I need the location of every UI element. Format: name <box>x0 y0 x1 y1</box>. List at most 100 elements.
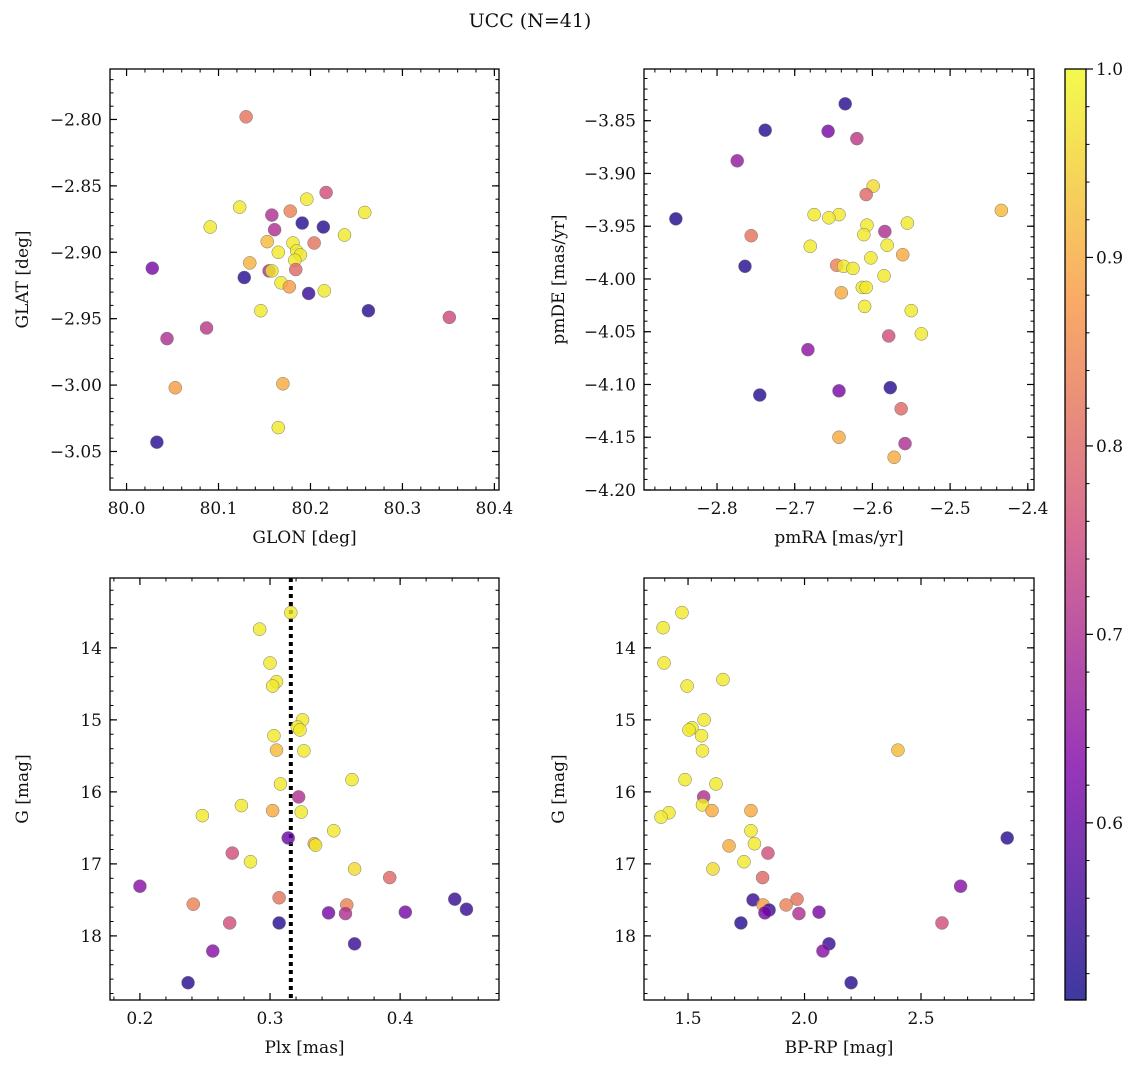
x-tick-label: 80.3 <box>384 499 422 519</box>
data-point <box>846 261 860 276</box>
data-point <box>265 264 279 278</box>
y-tick-label: −3.90 <box>584 164 636 184</box>
colorbar-tick-label: 0.7 <box>1096 625 1123 645</box>
data-point <box>232 200 247 214</box>
y-tick-label: 14 <box>80 639 102 659</box>
x-tick-label: −2.5 <box>929 499 970 519</box>
data-point <box>744 228 758 243</box>
y-tick-label: −3.85 <box>584 112 636 132</box>
data-point <box>747 836 762 851</box>
y-tick-label: −2.90 <box>50 243 102 263</box>
data-point <box>834 285 849 300</box>
x-tick-label: −2.6 <box>852 499 893 519</box>
data-point <box>273 777 288 791</box>
y-tick-label: 16 <box>80 783 102 803</box>
colorbar-bar <box>1064 68 1087 1001</box>
data-point <box>744 803 758 818</box>
y-tick-label: −4.15 <box>584 428 636 448</box>
x-tick-label: −2.7 <box>774 499 815 519</box>
data-point <box>239 110 253 124</box>
data-point <box>206 944 220 958</box>
data-point <box>337 228 352 242</box>
data-point <box>448 892 462 906</box>
data-point <box>145 261 160 275</box>
data-point <box>761 846 775 860</box>
data-point <box>807 207 821 222</box>
y-tick-label: 17 <box>80 855 102 875</box>
data-point <box>293 723 307 737</box>
x-tick-label: 1.5 <box>675 1009 702 1029</box>
data-point <box>878 224 892 239</box>
data-point <box>195 808 210 823</box>
data-point <box>709 777 723 791</box>
data-point <box>895 247 910 262</box>
data-point <box>675 605 689 620</box>
colorbar: 0.6 0.7 0.8 0.9 1.0 <box>1064 60 1123 1001</box>
x-tick-label: 80.2 <box>292 499 330 519</box>
y-tick-label: 15 <box>80 711 102 731</box>
data-point <box>265 208 279 222</box>
data-point <box>243 854 258 869</box>
y-tick-label: 17 <box>614 855 636 875</box>
data-point <box>308 838 323 852</box>
x-axis-label: GLON [deg] <box>252 528 356 548</box>
x-tick-label: 80.4 <box>475 499 513 519</box>
data-point <box>267 222 282 237</box>
data-point <box>282 280 297 294</box>
data-point <box>271 420 286 435</box>
data-point <box>822 211 836 225</box>
y-tick-label: −4.10 <box>584 375 636 395</box>
y-tick-label: −2.85 <box>50 177 102 197</box>
y-tick-label: −2.95 <box>50 310 102 330</box>
data-point <box>265 679 280 693</box>
data-point <box>281 831 295 845</box>
data-point <box>265 803 280 818</box>
data-point <box>695 744 710 758</box>
x-tick-label: 2.5 <box>907 1009 934 1029</box>
data-point <box>654 810 668 824</box>
data-point <box>272 916 286 930</box>
data-point <box>656 620 670 635</box>
data-point <box>753 388 767 402</box>
data-point <box>859 187 873 202</box>
data-point <box>442 310 457 325</box>
data-point <box>321 906 336 920</box>
y-axis-label: pmDE [mas/yr] <box>549 214 569 344</box>
data-point <box>237 270 252 285</box>
data-point <box>276 377 290 391</box>
data-point <box>838 97 852 111</box>
data-point <box>291 790 306 804</box>
data-point <box>758 123 772 137</box>
data-point <box>697 713 711 727</box>
data-point <box>900 216 915 230</box>
data-point <box>722 839 736 853</box>
data-point <box>832 430 846 444</box>
data-point <box>222 916 237 930</box>
data-point <box>734 916 748 930</box>
panel-plx-g: 0.2 0.3 0.4 14 15 16 17 18 Plx [mas] G [mag] <box>13 577 500 1058</box>
data-point <box>694 728 709 743</box>
panel-bprp-g: 1.5 2.0 2.5 14 15 16 17 18 BP-RP [mag] G [mag] <box>549 577 1035 1058</box>
data-point <box>816 944 830 958</box>
y-tick-label: −3.05 <box>50 442 102 462</box>
data-point <box>254 303 268 318</box>
colorbar-tick-label: 0.6 <box>1096 814 1123 834</box>
data-point <box>821 124 835 139</box>
data-point <box>914 327 929 341</box>
data-point <box>832 384 846 398</box>
plot-frame <box>109 68 500 491</box>
data-point <box>284 605 298 620</box>
data-point <box>294 805 308 819</box>
x-tick-label: −2.4 <box>1007 499 1048 519</box>
data-point <box>706 862 720 876</box>
data-point <box>669 212 683 226</box>
data-point <box>160 331 174 346</box>
y-tick-label: 14 <box>614 639 636 659</box>
data-point <box>738 259 752 274</box>
data-point <box>953 879 968 893</box>
data-point <box>935 916 949 930</box>
data-point <box>327 824 341 838</box>
data-point <box>289 262 303 277</box>
panel-glon-glat: 80.0 80.1 80.2 80.3 80.4 −3.05 −3.00 −2.95 −2.90… <box>13 68 513 548</box>
data-point <box>319 185 333 200</box>
